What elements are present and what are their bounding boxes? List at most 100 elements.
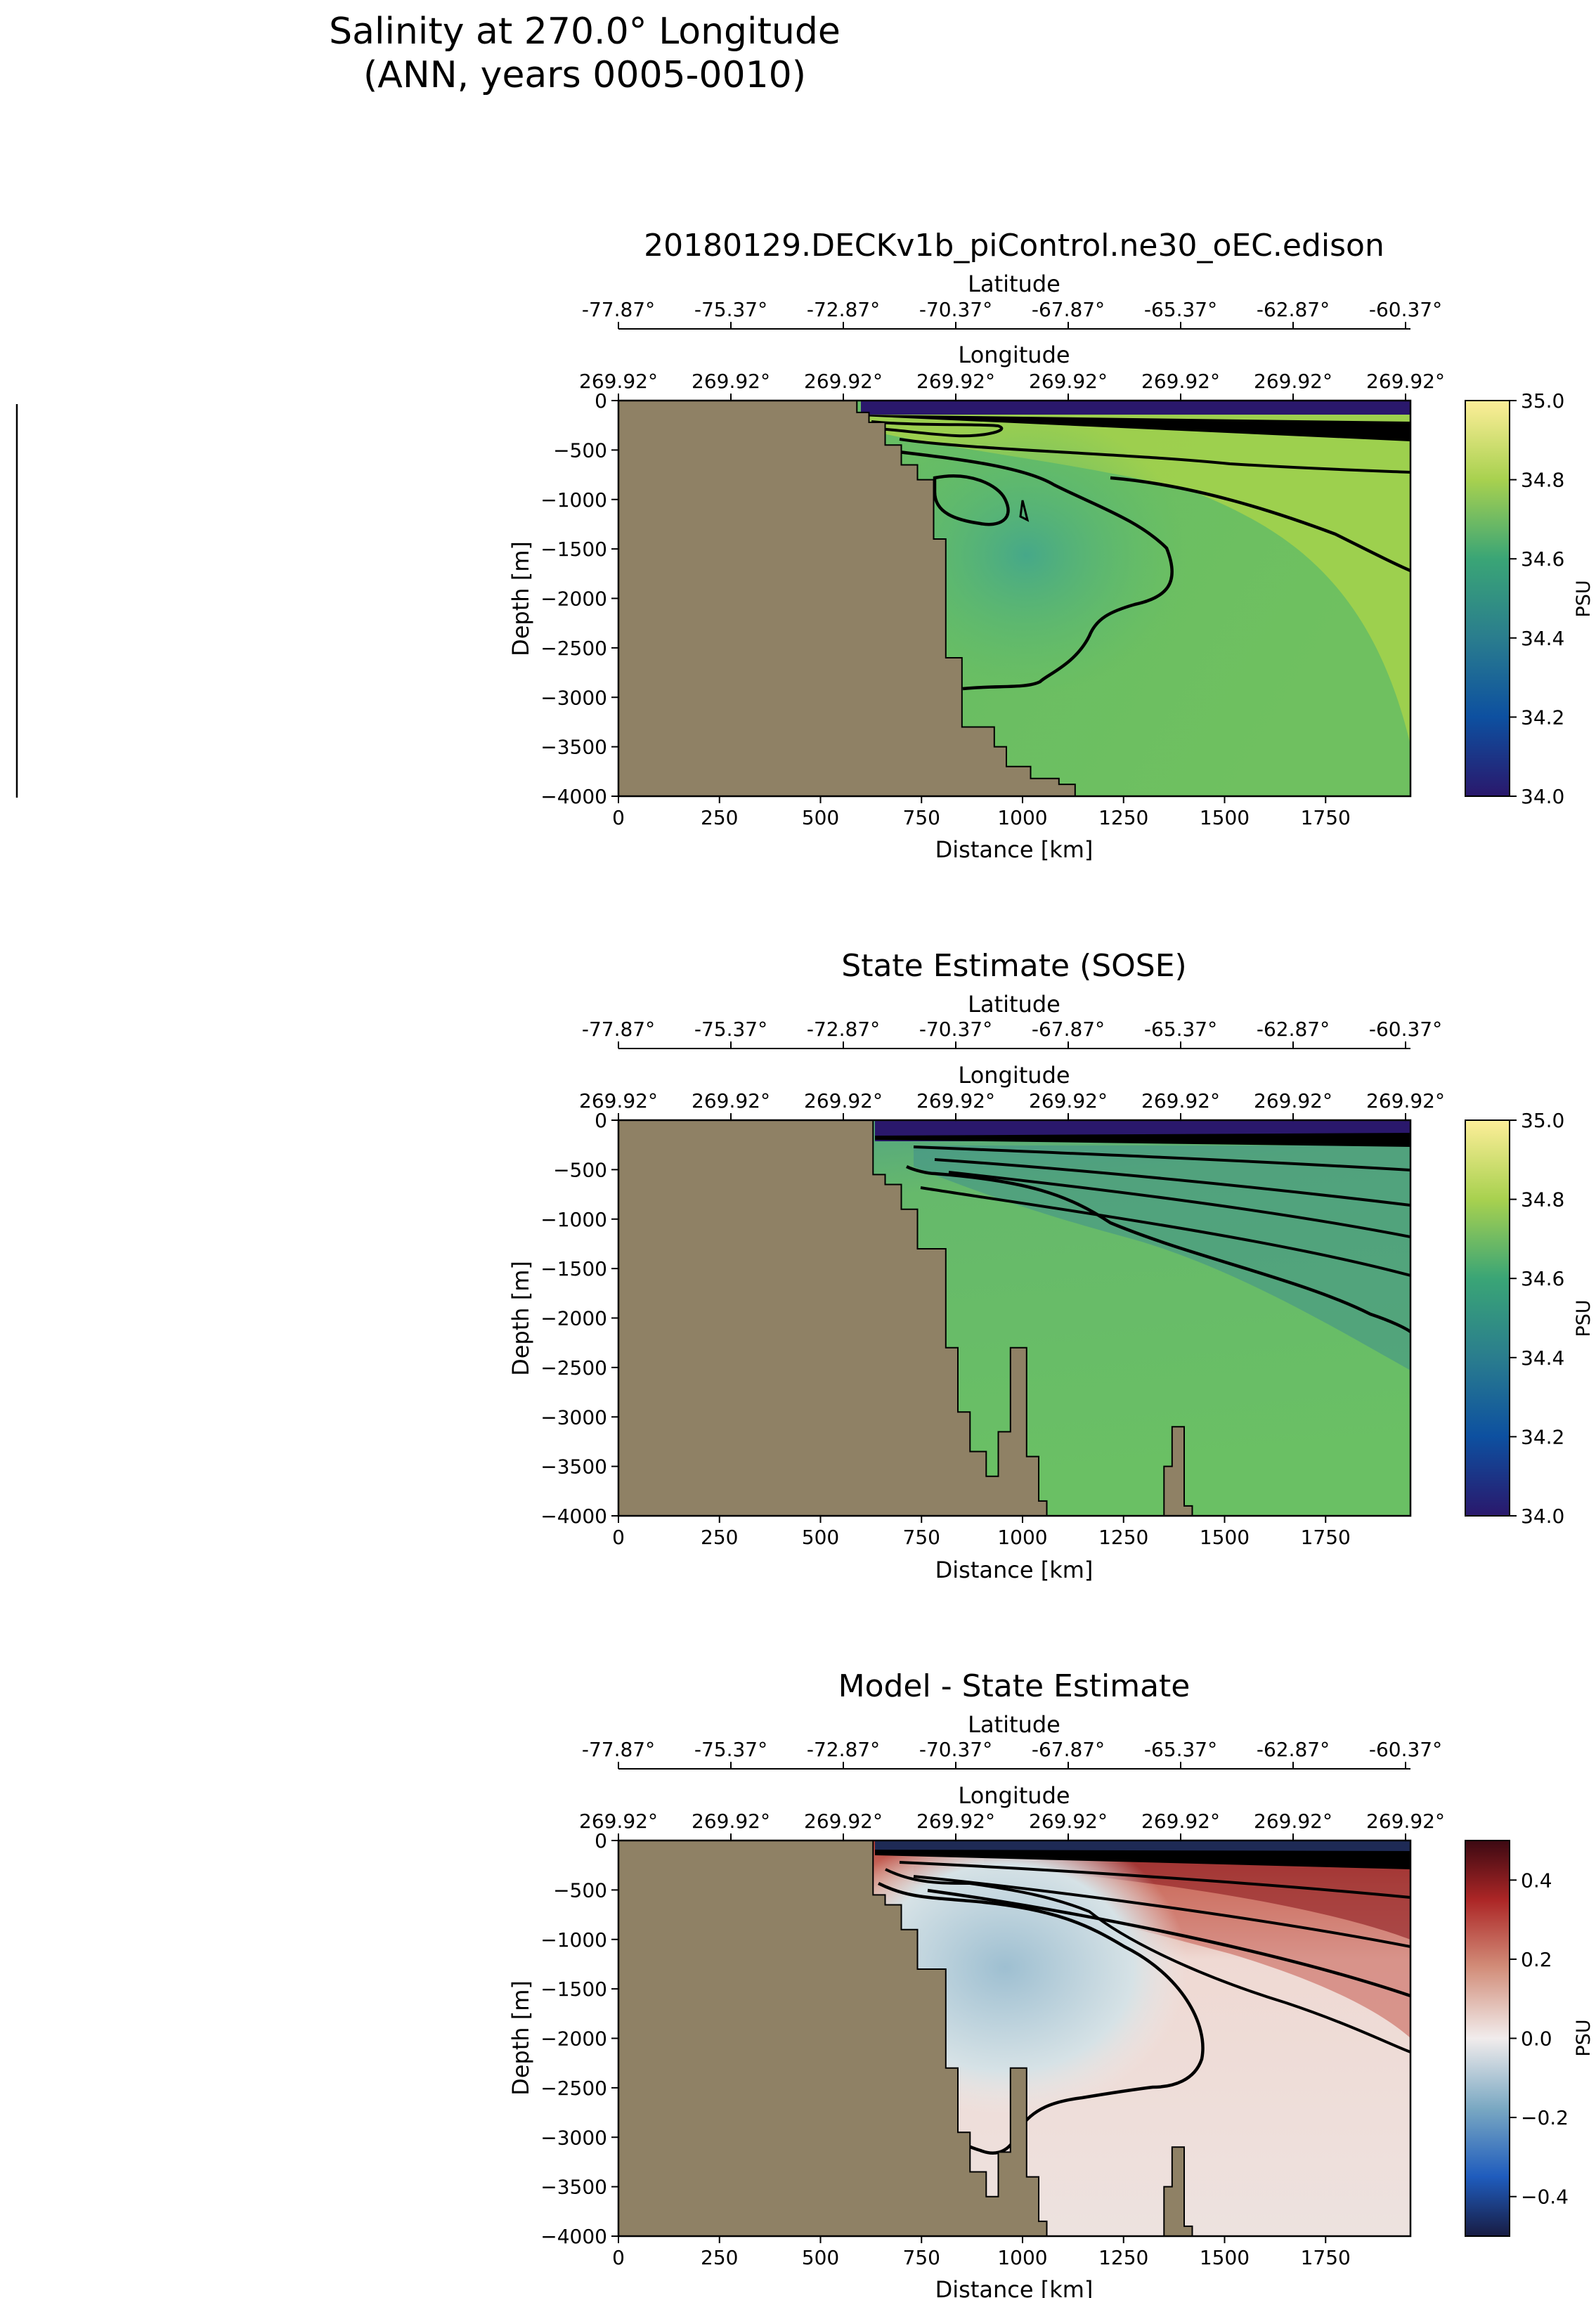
y-tick-label: −3500 — [540, 736, 607, 759]
colorbar-tick-label: 34.4 — [1521, 627, 1564, 650]
y-tick-label: −1500 — [540, 1257, 607, 1280]
panel-title: State Estimate (SOSE) — [841, 948, 1186, 984]
y-tick-label: −500 — [553, 1878, 607, 1902]
y-tick-label: −3000 — [540, 686, 607, 709]
axis-ticks: 0 250 500 750 1000 1250 1500 1750 0 −500 −1000 −150… — [540, 298, 1445, 829]
colorbar-tick-label: 34.4 — [1521, 1346, 1564, 1370]
latitude-tick-label: -60.37° — [1369, 298, 1442, 321]
contour — [871, 420, 1004, 438]
latitude-tick-label: -65.37° — [1144, 298, 1217, 321]
axis-ticks: 0 250 500 750 1000 1250 1500 1750 0 −500 −1000 −150… — [540, 1738, 1445, 2269]
surface-contours — [861, 415, 1410, 441]
latitude-tick-label: -77.87° — [582, 1018, 655, 1041]
surface-fresh-layer — [875, 1841, 1410, 1852]
y-tick-label: 0 — [595, 1109, 607, 1132]
longitude-tick-label: 269.92° — [1366, 1810, 1445, 1833]
longitude-axis-label: Longitude — [958, 1782, 1070, 1809]
contour — [927, 1888, 1410, 1998]
longitude-tick-label: 269.92° — [1254, 370, 1332, 393]
y-tick-label: −1000 — [540, 1928, 607, 1952]
y-tick-label: −3500 — [540, 1455, 607, 1479]
x-tick-label: 1500 — [1200, 1526, 1250, 1549]
contour — [933, 474, 1010, 526]
colorbar-tick-label: 0.0 — [1521, 2027, 1552, 2051]
x-tick-label: 750 — [903, 1526, 940, 1549]
y-tick-label: −2000 — [540, 2027, 607, 2051]
colorbar-tick-label: 35.0 — [1521, 389, 1564, 413]
colorbar — [1465, 1840, 1510, 2237]
colorbar-tick-label: −0.4 — [1521, 2186, 1569, 2209]
contour — [913, 1145, 1410, 1171]
axis-ticks: 0 250 500 750 1000 1250 1500 1750 0 −500 −1000 −150… — [540, 1018, 1445, 1549]
colorbar-label: PSU — [1573, 2019, 1595, 2056]
colorbar-ticks: 34.0 34.2 34.4 34.6 34.8 35.0 — [1510, 1109, 1564, 1528]
contour — [1110, 476, 1410, 573]
longitude-tick-label: 269.92° — [692, 370, 770, 393]
longitude-axis-label: Longitude — [958, 342, 1070, 368]
x-tick-label: 1750 — [1301, 2246, 1351, 2269]
latitude-tick-label: -62.87° — [1257, 1738, 1330, 1761]
land-mask — [618, 1119, 1193, 1517]
latitude-tick-label: -70.37° — [919, 1738, 992, 1761]
longitude-tick-label: 269.92° — [1029, 1810, 1108, 1833]
longitude-tick-label: 269.92° — [1141, 370, 1220, 393]
depth-axis-label: Depth [m] — [507, 1980, 534, 2096]
latitude-axis-label: Latitude — [968, 991, 1060, 1018]
x-tick-label: 1000 — [997, 1526, 1047, 1549]
colorbar-tick-label: 34.8 — [1521, 469, 1564, 492]
y-tick-label: −4000 — [540, 1505, 607, 1528]
colorbar — [1465, 1119, 1510, 1517]
colorbar-tick-label: 34.2 — [1521, 706, 1564, 729]
latitude-tick-label: -62.87° — [1257, 1018, 1330, 1041]
longitude-tick-label: 269.92° — [1366, 1089, 1445, 1112]
latitude-tick-label: -65.37° — [1144, 1018, 1217, 1041]
x-tick-label: 0 — [612, 2246, 625, 2269]
x-tick-label: 1750 — [1301, 806, 1351, 829]
longitude-tick-label: 269.92° — [916, 1810, 995, 1833]
contour — [881, 448, 1174, 691]
colorbar-tick-label: 34.0 — [1521, 785, 1564, 808]
colorbar-tick-label: −0.2 — [1521, 2106, 1569, 2129]
y-tick-label: −3500 — [540, 2176, 607, 2199]
colorbar-tick-label: 34.8 — [1521, 1188, 1564, 1212]
y-tick-label: −2500 — [540, 2077, 607, 2100]
surface-contours — [875, 1850, 1410, 1869]
longitude-tick-label: 269.92° — [1254, 1089, 1332, 1112]
latitude-tick-label: -62.87° — [1257, 298, 1330, 321]
distance-axis-label: Distance [km] — [935, 1557, 1094, 1583]
longitude-tick-label: 269.92° — [1254, 1810, 1332, 1833]
x-tick-label: 1000 — [997, 2246, 1047, 2269]
colorbar — [1465, 400, 1510, 797]
x-tick-label: 1250 — [1098, 1526, 1148, 1549]
latitude-tick-label: -72.87° — [807, 1018, 880, 1041]
y-tick-label: −3000 — [540, 1406, 607, 1429]
x-tick-label: 750 — [903, 2246, 940, 2269]
panel-title: 20180129.DECKv1b_piControl.ne30_oEC.edis… — [644, 228, 1384, 264]
longitude-tick-label: 269.92° — [804, 1089, 883, 1112]
panel-difference: Model - State Estimate Latitude Longitud… — [507, 1668, 1595, 2298]
y-tick-label: −2000 — [540, 1307, 607, 1330]
panel-title: Model - State Estimate — [838, 1668, 1190, 1704]
x-tick-label: 1000 — [997, 806, 1047, 829]
x-tick-label: 750 — [903, 806, 940, 829]
upper-green-layer — [861, 411, 1410, 745]
colorbar-label: PSU — [1573, 1299, 1595, 1337]
panel-state-estimate: State Estimate (SOSE) Latitude Longitude… — [507, 948, 1595, 1583]
latitude-tick-label: -60.37° — [1369, 1018, 1442, 1041]
y-tick-label: −1000 — [540, 488, 607, 512]
latitude-tick-label: -70.37° — [919, 298, 992, 321]
longitude-tick-label: 269.92° — [579, 1810, 658, 1833]
distance-axis-label: Distance [km] — [935, 2276, 1094, 2298]
depth-axis-label: Depth [m] — [507, 541, 534, 656]
y-tick-label: −3000 — [540, 2126, 607, 2149]
y-tick-label: 0 — [595, 389, 607, 413]
y-tick-label: −2500 — [540, 1356, 607, 1380]
latitude-tick-label: -77.87° — [582, 298, 655, 321]
colorbar-label: PSU — [1573, 580, 1595, 617]
x-tick-label: 500 — [802, 806, 839, 829]
latitude-tick-label: -72.87° — [807, 298, 880, 321]
longitude-tick-label: 269.92° — [916, 370, 995, 393]
x-tick-label: 500 — [802, 1526, 839, 1549]
distance-axis-label: Distance [km] — [935, 836, 1094, 863]
x-tick-label: 1250 — [1098, 806, 1148, 829]
